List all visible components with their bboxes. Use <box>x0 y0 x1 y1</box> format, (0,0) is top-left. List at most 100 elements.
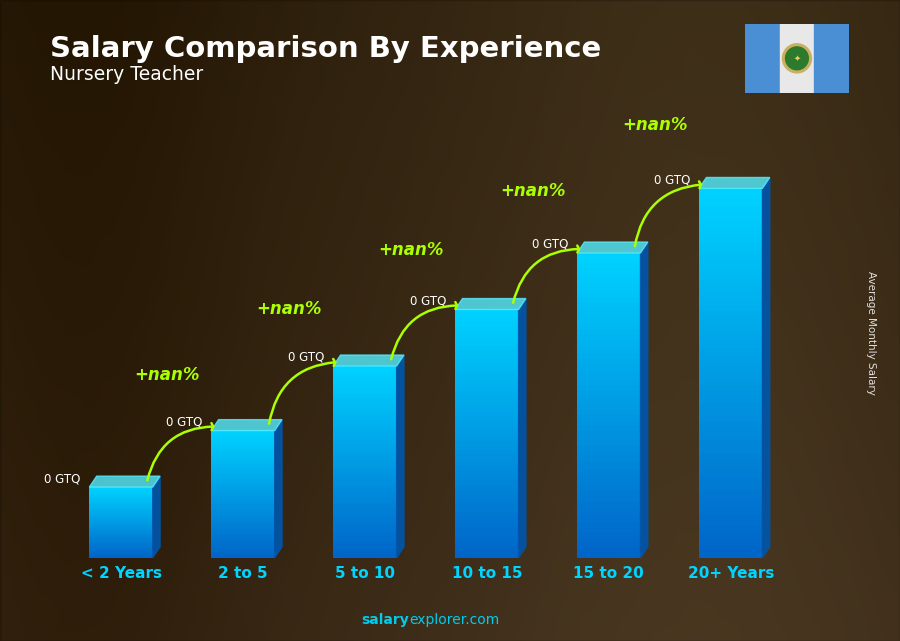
Bar <box>333 407 397 411</box>
Bar <box>455 524 518 529</box>
Bar <box>577 390 641 395</box>
Text: 0 GTQ: 0 GTQ <box>44 472 81 485</box>
Bar <box>333 544 397 548</box>
Bar <box>699 280 762 287</box>
Bar <box>455 351 518 355</box>
Bar <box>212 515 274 517</box>
Bar <box>89 520 153 521</box>
Bar <box>212 551 274 553</box>
Bar <box>89 538 153 540</box>
Bar <box>212 453 274 456</box>
Text: Nursery Teacher: Nursery Teacher <box>50 65 202 85</box>
Bar <box>699 403 762 410</box>
Bar <box>699 305 762 312</box>
Bar <box>212 492 274 494</box>
Bar <box>455 503 518 508</box>
Bar <box>89 510 153 512</box>
Bar <box>699 434 762 441</box>
Bar <box>699 225 762 231</box>
Bar <box>699 495 762 503</box>
Bar <box>333 554 397 558</box>
Bar <box>212 521 274 524</box>
Bar <box>577 395 641 400</box>
Bar <box>455 495 518 500</box>
Bar <box>89 544 153 546</box>
Bar <box>699 317 762 324</box>
Bar <box>577 405 641 410</box>
Bar <box>89 537 153 539</box>
Bar <box>212 513 274 515</box>
Bar <box>333 474 397 478</box>
Bar <box>699 342 762 349</box>
Bar <box>577 456 641 461</box>
Bar <box>455 520 518 524</box>
Bar <box>333 471 397 474</box>
Bar <box>89 508 153 510</box>
Bar <box>577 532 641 537</box>
Bar <box>212 462 274 465</box>
Bar <box>577 415 641 420</box>
Bar <box>212 470 274 473</box>
Bar <box>577 445 641 451</box>
Bar <box>699 219 762 226</box>
Bar <box>333 494 397 497</box>
Bar <box>577 385 641 390</box>
Bar <box>212 500 274 503</box>
Text: 0 GTQ: 0 GTQ <box>410 294 446 308</box>
Bar <box>577 451 641 456</box>
Bar <box>212 504 274 507</box>
Bar <box>455 404 518 409</box>
Bar <box>89 522 153 524</box>
Bar <box>212 511 274 513</box>
Bar <box>212 547 274 549</box>
Bar <box>333 394 397 398</box>
Bar <box>577 268 641 273</box>
Bar <box>699 453 762 459</box>
Bar <box>455 338 518 342</box>
Polygon shape <box>762 178 770 558</box>
Text: ✦: ✦ <box>794 53 800 62</box>
Bar <box>699 360 762 367</box>
Bar <box>89 501 153 503</box>
Bar <box>699 213 762 219</box>
Bar <box>455 354 518 359</box>
Polygon shape <box>699 178 770 188</box>
Bar <box>212 536 274 538</box>
Polygon shape <box>641 242 648 558</box>
Bar <box>333 413 397 417</box>
Bar <box>212 508 274 511</box>
Text: +nan%: +nan% <box>500 183 566 201</box>
Bar <box>212 494 274 496</box>
Bar <box>212 441 274 444</box>
Bar <box>212 466 274 469</box>
Bar <box>89 487 153 488</box>
Polygon shape <box>333 355 404 366</box>
Bar <box>699 262 762 269</box>
Bar <box>89 556 153 558</box>
Bar <box>699 385 762 392</box>
Bar <box>333 538 397 542</box>
Bar <box>212 456 274 458</box>
Bar <box>577 329 641 334</box>
Bar <box>212 506 274 509</box>
Bar <box>699 200 762 207</box>
Bar <box>577 278 641 283</box>
Bar <box>455 466 518 470</box>
Bar <box>333 465 397 468</box>
Bar <box>455 470 518 475</box>
Bar <box>333 468 397 471</box>
Bar <box>333 516 397 519</box>
Bar <box>333 436 397 440</box>
Bar <box>577 506 641 512</box>
Bar <box>699 539 762 545</box>
Bar <box>89 490 153 492</box>
Bar <box>577 552 641 558</box>
Bar <box>89 528 153 529</box>
Bar <box>577 374 641 380</box>
Bar <box>333 531 397 535</box>
Bar <box>699 465 762 472</box>
Bar <box>455 326 518 330</box>
Bar <box>89 531 153 533</box>
Bar <box>212 445 274 447</box>
Bar <box>455 309 518 313</box>
